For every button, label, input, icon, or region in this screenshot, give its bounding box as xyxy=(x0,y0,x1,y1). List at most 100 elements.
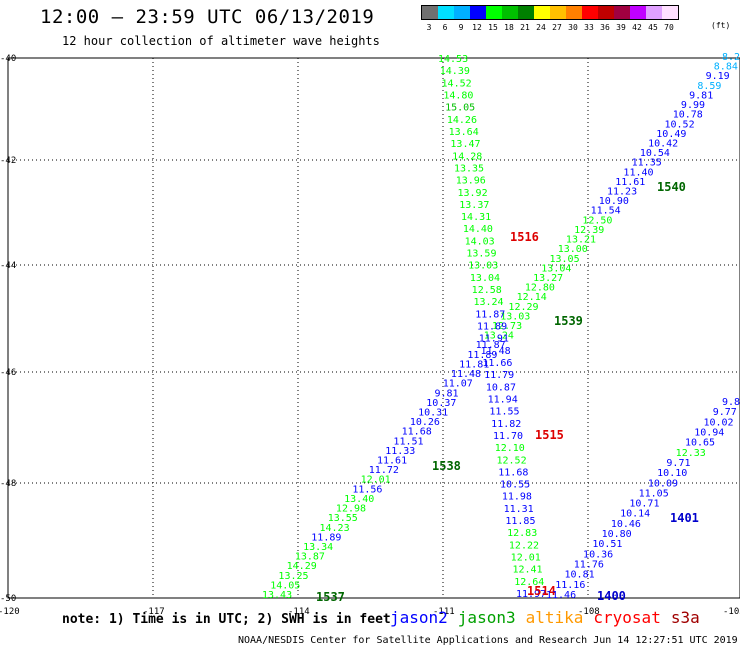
wave-height-value: 10.10 xyxy=(657,468,687,479)
wave-height-value: 8.28 xyxy=(722,52,740,63)
wave-height-value: 11.23 xyxy=(607,187,637,198)
pass-time-label: 1539 xyxy=(554,314,583,328)
wave-height-value: 12.52 xyxy=(497,455,527,466)
wave-height-value: 10.81 xyxy=(565,570,595,581)
wave-height-value: 13.35 xyxy=(454,163,484,174)
wave-height-value: 11.40 xyxy=(623,167,653,178)
lat-label: -40 xyxy=(0,54,16,64)
wave-height-value: 11.54 xyxy=(591,206,621,217)
wave-height-value: 11.35 xyxy=(632,158,662,169)
wave-height-value: 10.42 xyxy=(648,138,678,149)
wave-height-value: 13.55 xyxy=(328,513,358,524)
wave-height-value: 11.66 xyxy=(482,358,512,369)
wave-height-value: 11.85 xyxy=(505,516,535,527)
wave-height-value: 14.53 xyxy=(438,54,468,65)
pass-time-label: 1401 xyxy=(670,511,699,525)
wave-height-value: 13.47 xyxy=(450,139,480,150)
pass-time-label: 1538 xyxy=(432,459,461,473)
wave-height-value: 9.8 xyxy=(722,397,740,408)
wave-height-value: 10.94 xyxy=(694,427,724,438)
pass-time-label: 1537 xyxy=(316,590,345,604)
lat-label: -42 xyxy=(0,156,16,166)
wave-height-value: 10.90 xyxy=(599,196,629,207)
wave-height-value: 9.81 xyxy=(689,90,713,101)
lon-label: -120 xyxy=(0,607,20,617)
wave-height-value: 10.80 xyxy=(602,529,632,540)
wave-height-value: 13.87 xyxy=(295,552,325,563)
wave-height-value: 10.49 xyxy=(656,129,686,140)
wave-height-value: 10.46 xyxy=(611,519,641,530)
wave-height-value: 11.68 xyxy=(402,427,432,438)
wave-height-value: 10.78 xyxy=(673,110,703,121)
wave-height-value: 12.41 xyxy=(512,565,542,576)
wave-height-value: 13.43 xyxy=(262,590,292,601)
satellite-cryosat: cryosat xyxy=(593,608,660,627)
wave-height-value: 14.31 xyxy=(461,212,491,223)
wave-height-value: 11.98 xyxy=(502,492,532,503)
wave-height-value: 11.76 xyxy=(574,560,604,571)
wave-height-value: 11.89 xyxy=(311,532,341,543)
wave-height-value: 12.22 xyxy=(509,540,539,551)
lat-label: -50 xyxy=(0,594,16,604)
wave-height-value: 11.55 xyxy=(489,407,519,418)
lat-label: -44 xyxy=(0,261,16,271)
wave-height-value: 12.39 xyxy=(574,225,604,236)
wave-height-value: 14.26 xyxy=(447,115,477,126)
footer-note: note: 1) Time is in UTC; 2) SWH is in fe… xyxy=(62,612,391,627)
wave-height-value: 11.16 xyxy=(555,580,585,591)
lat-label: -46 xyxy=(0,368,16,378)
satellite-jason2: jason2 xyxy=(390,608,448,627)
wave-height-value: 9.77 xyxy=(713,407,737,418)
lat-label: -48 xyxy=(0,479,16,489)
wave-height-value: 13.34 xyxy=(303,542,333,553)
wave-height-value: 14.39 xyxy=(440,66,470,77)
wave-height-value: 11.31 xyxy=(504,504,534,515)
wave-height-value: 13.92 xyxy=(458,188,488,199)
wave-height-value: 12.33 xyxy=(676,448,706,459)
wave-height-value: 10.71 xyxy=(629,499,659,510)
wave-height-value: 11.87 xyxy=(475,309,505,320)
wave-height-value: 13.21 xyxy=(566,235,596,246)
wave-height-value: 14.05 xyxy=(270,580,300,591)
wave-height-value: 13.96 xyxy=(456,176,486,187)
wave-height-value: 10.55 xyxy=(500,480,530,491)
wave-height-value: 13.00 xyxy=(558,244,588,255)
wave-height-value: 10.36 xyxy=(583,549,613,560)
wave-height-value: 11.07 xyxy=(443,379,473,390)
wave-height-value: 12.83 xyxy=(507,528,537,539)
wave-height-value: 12.29 xyxy=(508,302,538,313)
wave-height-value: 13.04 xyxy=(470,273,500,284)
wave-height-value: 11.82 xyxy=(491,419,521,430)
wave-height-value: 10.51 xyxy=(592,539,622,550)
wave-height-value: 9.81 xyxy=(435,388,459,399)
wave-height-value: 12.10 xyxy=(495,443,525,454)
wave-height-value: 13.04 xyxy=(541,263,571,274)
wave-height-value: 10.37 xyxy=(426,398,456,409)
wave-height-value: 11.89 xyxy=(477,322,507,333)
wave-height-value: 11.61 xyxy=(615,177,645,188)
wave-height-value: 11.56 xyxy=(352,484,382,495)
wave-height-value: 10.31 xyxy=(418,407,448,418)
wave-height-value: 11.94 xyxy=(488,394,518,405)
wave-height-value: 9.71 xyxy=(666,458,690,469)
wave-height-value: 8.59 xyxy=(697,81,721,92)
footer-credit: NOAA/NESDIS Center for Satellite Applica… xyxy=(238,635,738,646)
lon-label: -105 xyxy=(723,607,740,617)
pass-time-label: 1516 xyxy=(510,230,539,244)
wave-height-value: 12.80 xyxy=(525,283,555,294)
wave-height-value: 10.54 xyxy=(640,148,670,159)
wave-height-value: 10.52 xyxy=(665,119,695,130)
wave-height-value: 11.61 xyxy=(377,456,407,467)
wave-height-value: 14.28 xyxy=(452,151,482,162)
wave-height-value: 13.24 xyxy=(473,297,503,308)
wave-height-value: 10.65 xyxy=(685,438,715,449)
wave-height-value: 9.19 xyxy=(706,71,730,82)
wave-height-value: 11.68 xyxy=(498,467,528,478)
wave-height-value: 14.52 xyxy=(442,78,472,89)
wave-height-value: 10.87 xyxy=(486,382,516,393)
wave-height-value: 10.09 xyxy=(648,478,678,489)
wave-height-value: 11.48 xyxy=(451,369,481,380)
wave-height-value: 11.51 xyxy=(393,436,423,447)
wave-height-value: 14.03 xyxy=(465,236,495,247)
wave-height-value: 13.25 xyxy=(278,571,308,582)
